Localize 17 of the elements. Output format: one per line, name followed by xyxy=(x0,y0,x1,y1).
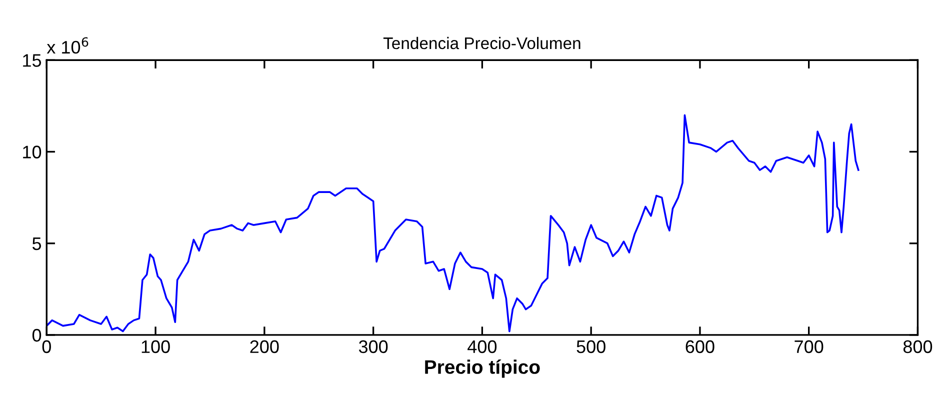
chart-title: Tendencia Precio-Volumen xyxy=(383,36,580,50)
line-series xyxy=(46,114,860,332)
y-tick-label: 0 xyxy=(32,328,42,342)
x-tick-label: 700 xyxy=(794,340,824,354)
x-tick-label: 300 xyxy=(358,340,388,354)
x-tick-label: 400 xyxy=(468,340,497,354)
x-axis-title: Precio típico xyxy=(425,359,540,378)
x-tick-label: 600 xyxy=(686,340,714,354)
y-tick-label: 5 xyxy=(32,237,42,250)
x-tick-label: 800 xyxy=(903,340,932,354)
x-tick-label: 500 xyxy=(576,340,606,354)
y-tick-label: 10 xyxy=(23,146,42,158)
y-tick-label: 15 xyxy=(23,54,42,67)
x-tick-label: 100 xyxy=(142,340,170,354)
x-tick-label: 0 xyxy=(42,340,51,354)
text: x 10$^{6}$ xyxy=(46,37,88,54)
x-tick-label: 200 xyxy=(250,340,279,354)
